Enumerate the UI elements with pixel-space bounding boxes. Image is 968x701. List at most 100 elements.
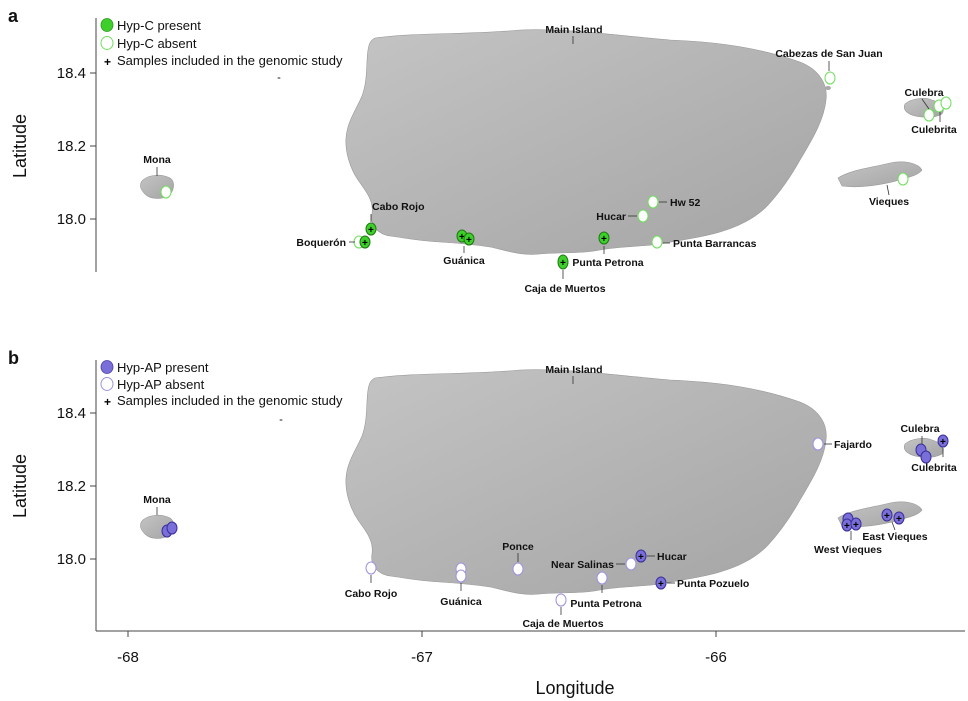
label-cabezas: Cabezas de San Juan <box>775 48 882 60</box>
hollow-ellipse-icon <box>100 36 114 50</box>
site-marker-culebra-2 <box>920 450 932 464</box>
legend: Hyp-AP present Hyp-AP absent + Samples i… <box>100 360 343 409</box>
leader-line <box>921 98 930 110</box>
label-culebrita: Culebrita <box>911 124 957 136</box>
legend-absent: Hyp-AP absent <box>117 377 205 392</box>
y-tick-label: 18.4 <box>57 405 86 422</box>
site-labels: Main Island Mona Cabezas de San Juan Cul… <box>143 24 957 295</box>
land-masses <box>140 369 944 595</box>
y-axis-title: Latitude <box>10 114 30 178</box>
panel-letter: b <box>8 348 19 368</box>
y-axis-ticks: 18.4 18.2 18.0 <box>57 405 96 568</box>
label-caja: Caja de Muertos <box>524 283 605 295</box>
land-masses <box>140 29 944 255</box>
plus-cross-icon: + <box>940 437 946 448</box>
site-marker-east-vieques-1 <box>881 508 893 522</box>
x-axis-title: Longitude <box>535 678 614 698</box>
label-culebra: Culebra <box>900 423 939 435</box>
site-marker-cabo-rojo <box>365 561 377 575</box>
site-marker-mona-2 <box>166 521 178 535</box>
site-marker-culebrita <box>937 434 949 448</box>
x-tick-label: -66 <box>705 649 727 666</box>
label-guanica: Guánica <box>443 255 485 267</box>
plus-cross-icon: + <box>368 225 374 236</box>
label-punta-petrona: Punta Petrona <box>570 598 641 610</box>
y-tick-label: 18.2 <box>57 138 86 155</box>
site-marker-punta-petrona <box>598 231 610 245</box>
site-marker-culebrita-2 <box>940 96 952 110</box>
site-marker-hucar <box>635 549 647 563</box>
plus-cross-icon: + <box>104 55 111 69</box>
site-marker-cabo-rojo <box>365 222 377 236</box>
plus-cross-icon: + <box>560 258 566 269</box>
label-punta-pozuelo: Punta Pozuelo <box>677 578 749 590</box>
label-ponce: Ponce <box>502 541 534 553</box>
x-tick-label: -67 <box>411 649 433 666</box>
site-marker-caja <box>555 593 567 607</box>
label-main-island: Main Island <box>545 364 602 376</box>
islet-shape <box>825 86 831 90</box>
plus-cross-icon: + <box>638 552 644 563</box>
desecheo-shape <box>277 77 281 79</box>
filled-ellipse-icon <box>100 18 114 32</box>
panel-a: a 18.4 18.2 18.0 Latitude Hyp-C present … <box>8 6 957 295</box>
label-boqueron: Boquerón <box>296 237 346 249</box>
label-cabo-rojo: Cabo Rojo <box>345 588 398 600</box>
label-hw52: Hw 52 <box>670 197 701 209</box>
hollow-ellipse-icon <box>100 377 114 391</box>
legend-samples: Samples included in the genomic study <box>117 53 343 68</box>
site-labels: Main Island Mona Fajardo Culebra Culebri… <box>143 364 957 630</box>
site-markers: + + + + + + <box>160 71 952 270</box>
site-marker-punta-pozuelo <box>655 576 667 590</box>
site-marker-east-vieques-2 <box>893 511 905 525</box>
label-culebra: Culebra <box>904 87 943 99</box>
plus-cross-icon: + <box>459 232 465 243</box>
site-marker-fajardo <box>812 437 824 451</box>
label-culebrita: Culebrita <box>911 462 957 474</box>
label-mona: Mona <box>143 154 171 166</box>
label-hucar: Hucar <box>596 211 626 223</box>
plus-cross-icon: + <box>362 238 368 249</box>
site-marker-punta-barrancas <box>651 235 663 249</box>
site-marker-guanica-2 <box>455 569 467 583</box>
site-markers: + + + + + + + <box>161 434 949 607</box>
legend-absent: Hyp-C absent <box>117 36 197 51</box>
label-vieques: Vieques <box>869 196 909 208</box>
site-marker-caja <box>557 254 569 270</box>
main-island-shape <box>345 29 827 255</box>
leader-line <box>886 184 890 196</box>
label-cabo-rojo: Cabo Rojo <box>372 201 425 213</box>
plus-cross-icon: + <box>601 234 607 245</box>
label-hucar: Hucar <box>657 551 687 563</box>
site-marker-hucar <box>637 209 649 223</box>
site-marker-mona <box>160 185 172 199</box>
site-marker-punta-petrona <box>596 571 608 585</box>
label-fajardo: Fajardo <box>834 439 872 451</box>
panel-b: b 18.4 18.2 18.0 Latitude -68 -67 -66 <box>8 348 965 698</box>
legend: Hyp-C present Hyp-C absent + Samples inc… <box>100 18 343 69</box>
vieques-shape <box>837 161 923 188</box>
site-marker-cabezas <box>824 71 836 85</box>
y-tick-label: 18.0 <box>57 211 86 228</box>
y-axis-title: Latitude <box>10 454 30 518</box>
y-tick-label: 18.4 <box>57 65 86 82</box>
plus-cross-icon: + <box>896 514 902 525</box>
plus-cross-icon: + <box>853 520 859 531</box>
label-main-island: Main Island <box>545 24 602 36</box>
site-marker-ponce <box>512 562 524 576</box>
plus-cross-icon: + <box>658 579 664 590</box>
plus-cross-icon: + <box>466 235 472 246</box>
y-tick-label: 18.0 <box>57 551 86 568</box>
filled-ellipse-icon <box>100 360 114 374</box>
plus-cross-icon: + <box>104 395 111 409</box>
label-east-vieques: East Vieques <box>862 531 927 543</box>
y-tick-label: 18.2 <box>57 478 86 495</box>
label-punta-barrancas: Punta Barrancas <box>673 238 757 250</box>
y-axis-ticks: 18.4 18.2 18.0 <box>57 65 96 228</box>
site-marker-west-vieques-3 <box>850 517 862 531</box>
legend-present: Hyp-C present <box>117 18 201 33</box>
label-caja: Caja de Muertos <box>522 618 603 630</box>
label-punta-petrona: Punta Petrona <box>572 257 643 269</box>
desecheo-shape <box>279 419 283 421</box>
